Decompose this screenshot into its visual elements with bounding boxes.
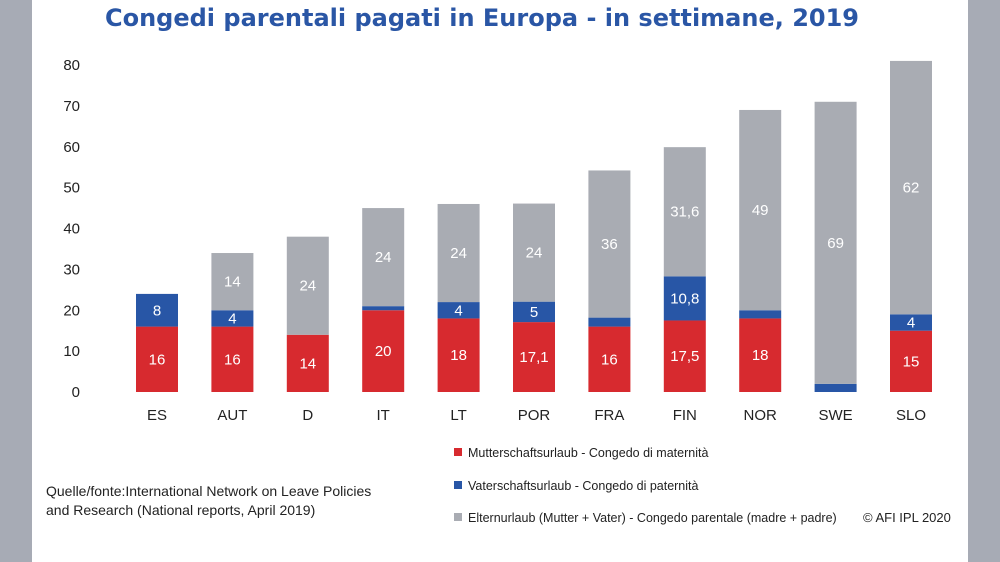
data-label: 16 (224, 351, 241, 368)
legend: Mutterschaftsurlaub - Congedo di materni… (454, 446, 837, 525)
data-label: 17,1 (519, 349, 548, 366)
data-label: 24 (526, 245, 543, 262)
legend-swatch (454, 513, 462, 521)
bar-segment (588, 326, 631, 392)
data-label: 18 (752, 347, 769, 364)
bar-segment (211, 310, 254, 327)
legend-swatch (454, 448, 462, 456)
bar-segment (814, 383, 857, 392)
bar-segment (513, 322, 555, 392)
data-label: 14 (224, 274, 241, 291)
data-label: 5 (530, 304, 538, 321)
chart-panel: Congedi parentali pagati in Europa - in … (32, 0, 968, 562)
y-tick-label: 0 (72, 384, 80, 401)
x-axis: ES AUT D IT LT POR FRA FIN NOR SWE SLO (147, 407, 926, 424)
x-tick-label: AUT (217, 407, 247, 424)
bar-segment (437, 302, 480, 319)
y-tick-label: 50 (63, 180, 80, 197)
bar-segment (890, 314, 932, 331)
x-tick-label: FRA (594, 407, 624, 424)
data-label: 62 (903, 180, 920, 197)
bar-segment (739, 310, 782, 319)
chart-title: Congedi parentali pagati in Europa - in … (105, 4, 859, 32)
x-tick-label: POR (518, 407, 551, 424)
bar-segment (211, 326, 254, 392)
x-tick-label: SWE (819, 407, 853, 424)
bar-segment (362, 310, 405, 392)
bar-segment (739, 318, 782, 392)
copyright-note: © AFI IPL 2020 (863, 510, 951, 525)
y-tick-label: 60 (63, 139, 80, 156)
y-tick-label: 20 (63, 302, 80, 319)
bar-segment (588, 170, 631, 318)
bars-group: 168164141424201241842417,1524162,23617,5… (136, 60, 932, 392)
data-label: 4 (454, 302, 462, 319)
y-tick-label: 30 (63, 261, 80, 278)
bar-segment (513, 203, 555, 302)
bar-segment (814, 101, 857, 384)
source-note: Quelle/fonte:International Network on Le… (46, 483, 372, 518)
bar-segment (663, 147, 706, 277)
data-label: 36 (601, 236, 618, 253)
bar-segment (890, 330, 932, 392)
x-tick-label: NOR (744, 407, 778, 424)
data-label: 20 (375, 343, 392, 360)
x-tick-label: IT (377, 407, 390, 424)
x-tick-label: ES (147, 407, 167, 424)
data-label: 24 (299, 278, 316, 295)
y-tick-label: 40 (63, 221, 80, 238)
bar-segment (663, 320, 706, 392)
data-label: 24 (375, 249, 392, 266)
stacked-bar-chart: Congedi parentali pagati in Europa - in … (63, 4, 932, 525)
bar-segment (437, 318, 480, 392)
data-label: 31,6 (670, 204, 699, 221)
data-label: 4 (228, 310, 236, 327)
data-label: 15 (903, 353, 920, 370)
data-label: 14 (299, 355, 316, 372)
bar-segment (663, 276, 706, 321)
x-tick-label: SLO (896, 407, 926, 424)
data-label: 8 (153, 302, 161, 319)
bar-segment (437, 203, 480, 303)
data-label: 18 (450, 347, 467, 364)
data-label: 16 (601, 351, 618, 368)
legend-label: Vaterschaftsurlaub - Congedo di paternit… (468, 479, 699, 493)
y-axis: 0 10 20 30 40 50 60 70 80 (63, 57, 80, 401)
data-label: 24 (450, 245, 467, 262)
bar-segment (739, 109, 782, 311)
y-tick-label: 10 (63, 343, 80, 360)
legend-label: Elternurlaub (Mutter + Vater) - Congedo … (468, 511, 837, 525)
bar-segment (588, 317, 631, 327)
data-label: 4 (907, 315, 915, 332)
bar-segment (513, 301, 555, 323)
x-tick-label: D (302, 407, 313, 424)
bar-segment (136, 293, 178, 327)
data-label: 49 (752, 202, 769, 219)
y-tick-label: 80 (63, 57, 80, 74)
x-tick-label: FIN (673, 407, 697, 424)
data-label: 10,8 (670, 290, 699, 307)
data-label: 17,5 (670, 348, 699, 365)
bar-segment (286, 334, 329, 392)
y-tick-label: 70 (63, 98, 80, 115)
legend-swatch (454, 481, 462, 489)
bar-segment (362, 208, 405, 307)
legend-label: Mutterschaftsurlaub - Congedo di materni… (468, 446, 708, 460)
data-label: 16 (149, 351, 166, 368)
data-label: 69 (827, 235, 844, 252)
bar-segment (136, 326, 178, 392)
bar-segment (362, 306, 405, 311)
bar-segment (890, 60, 932, 315)
bar-segment (211, 253, 254, 311)
bar-segment (286, 236, 329, 335)
x-tick-label: LT (450, 407, 466, 424)
